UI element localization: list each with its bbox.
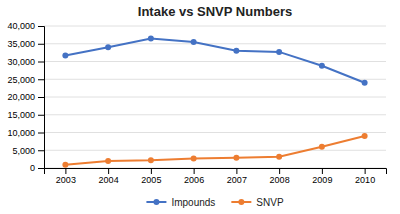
tick: 0 [30,163,44,173]
tick: 15,000 [7,110,44,120]
tick: 40,000 [7,21,44,31]
tick: 2005 [141,168,161,185]
marker [105,158,111,164]
legend-label: Impounds [171,197,215,208]
tick-label: 25,000 [7,75,35,85]
tick-mark [38,133,44,134]
series [62,35,367,85]
y-axis: 0 5,000 10,000 15,000 20,000 25,000 30,000 35,0… [7,21,44,173]
tick-label: 2007 [227,175,247,185]
line [65,38,364,82]
tick-label: 2009 [312,175,332,185]
legend-item: SNVP [231,197,284,208]
tick-mark [194,168,195,174]
tick-mark [65,168,66,174]
marker [319,144,325,150]
legend-label: SNVP [256,197,284,208]
chart: Intake vs SNVP Numbers 0 5,000 10,000 15,000… [0,0,400,214]
tick-label: 2004 [99,175,119,185]
legend-marker [238,199,244,205]
tick: 20,000 [7,92,44,102]
tick-mark [279,168,280,174]
tick: 35,000 [7,39,44,49]
tick-mark [38,79,44,80]
tick-mark [365,168,366,174]
marker [191,155,197,161]
marker [276,49,282,55]
grid-line [44,26,386,27]
tick-mark [38,62,44,63]
tick-label: 0 [30,163,35,173]
tick-label: 2005 [141,175,161,185]
tick-label: 10,000 [7,128,35,138]
tick-mark [151,168,152,174]
grid-line [44,79,386,80]
tick: 10,000 [7,128,44,138]
tick-label: 20,000 [7,92,35,102]
tick-mark [108,168,109,174]
axis-line [38,27,45,169]
tick: 5,000 [12,146,44,156]
tick: 2009 [312,168,332,185]
axis-line [45,169,387,175]
tick-label: 2008 [270,175,290,185]
marker [233,155,239,161]
tick-label: 40,000 [7,21,35,31]
tick-label: 15,000 [7,110,35,120]
tick: 2003 [56,168,76,185]
tick-mark [38,115,44,116]
grid-line [44,61,386,62]
tick: 2010 [355,168,375,185]
tick-mark [322,168,323,174]
marker [319,63,325,69]
legend-marker [153,199,159,205]
plot-area [62,35,367,167]
marker [233,48,239,54]
legend: Impounds SNVP [146,197,283,208]
tick: 25,000 [7,75,44,85]
marker [148,35,154,41]
grid-line [44,97,386,98]
marker [276,154,282,160]
grid-line [44,114,386,115]
marker [105,44,111,50]
marker [191,39,197,45]
marker [62,162,68,168]
tick-label: 2010 [355,175,375,185]
tick-mark [38,44,44,45]
tick-label: 2006 [184,175,204,185]
tick-label: 2003 [56,175,76,185]
marker [362,80,368,86]
marker [148,157,154,163]
tick-mark [38,168,44,169]
tick: 30,000 [7,57,44,67]
marker [62,52,68,58]
series [62,133,367,168]
tick-mark [38,150,44,151]
tick-mark [38,97,44,98]
tick: 2007 [227,168,247,185]
tick-label: 5,000 [12,146,35,156]
grid-line [44,43,386,44]
tick: 2006 [184,168,204,185]
x-axis: 2003 2004 2005 2006 2007 2008 2009 2010 [45,168,387,185]
tick-label: 30,000 [7,57,35,67]
tick: 2008 [270,168,290,185]
grid-line [44,132,386,133]
tick: 2004 [99,168,119,185]
legend-item: Impounds [146,197,215,208]
line [65,136,364,165]
title: Intake vs SNVP Numbers [138,4,292,19]
tick-mark [236,168,237,174]
grid [44,26,386,168]
grid-line [44,150,386,151]
marker [362,133,368,139]
tick-mark [38,26,44,27]
tick-label: 35,000 [7,39,35,49]
